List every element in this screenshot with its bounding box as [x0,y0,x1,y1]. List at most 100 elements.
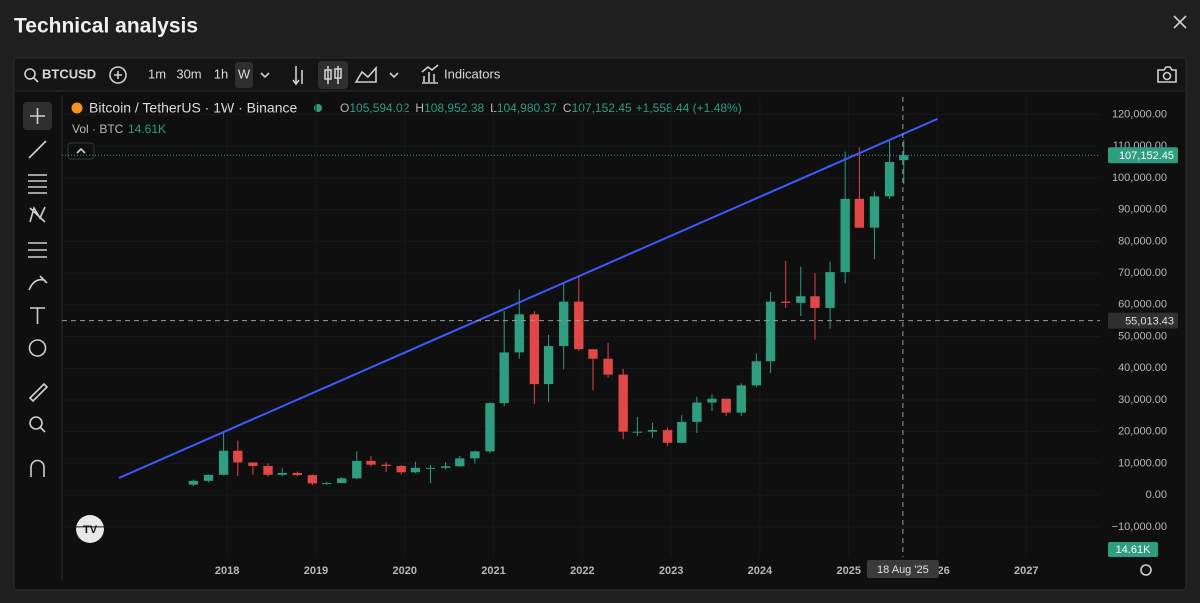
candle-icon [334,68,342,79]
ohlc-value: 108,952.38 [424,101,484,115]
candle-body [218,450,229,475]
add-symbol[interactable] [109,66,127,84]
bar-style[interactable] [292,66,303,86]
candle-body [543,346,554,385]
ohlc-row: O105,594.02H108,952.38L104,980.37C107,15… [340,101,742,115]
candle-body [721,398,731,413]
x-tick-label: 2023 [659,565,683,577]
y-tick-label: 0.00 [1146,489,1167,501]
interval[interactable]: 1h [214,66,228,81]
style-dropdown[interactable] [389,72,399,79]
search-icon[interactable] [24,68,36,80]
y-tick-label: 30,000.00 [1118,394,1167,406]
y-tick-label: 90,000.00 [1118,204,1167,216]
candle-body [588,349,598,359]
candle-body [618,374,628,432]
text-tool[interactable] [30,307,45,324]
candle-body [337,478,347,484]
candle-body [277,472,287,475]
candle-body [292,472,302,476]
brush-tool[interactable] [28,275,48,291]
snapshot-icon[interactable] [1157,66,1177,83]
indicators-icon[interactable] [421,64,439,84]
y-tick-label: 80,000.00 [1118,235,1167,247]
interval[interactable]: 1m [148,66,166,81]
zoom-tool [39,426,46,433]
trendline [118,117,938,479]
y-tick-label: 100,000.00 [1112,172,1167,184]
candle-body [499,352,509,404]
volume-label: Vol · BTC [72,122,124,136]
ohlc-value: 104,980.37 [497,101,557,115]
candle-body [425,467,436,469]
symbol[interactable]: BTCUSD [42,66,96,81]
collapse-button[interactable] [67,142,95,160]
x-tick-label: 2022 [570,565,594,577]
candle-body [263,465,273,475]
interval-dropdown[interactable] [260,72,270,79]
candle-body [869,196,880,228]
candle-body [396,465,406,473]
candle-body [470,451,480,459]
interval[interactable]: W [238,66,251,81]
tv-logo: TV [83,524,98,536]
candle-body [352,460,362,479]
crosshair-date-label: 18 Aug '25 [877,564,929,576]
emoji-tool[interactable] [28,339,47,357]
tv-logo [76,515,104,543]
x-tick-label: 2019 [304,565,328,577]
candle-body [381,464,391,466]
y-tick-label: 120,000.00 [1112,108,1167,120]
candle-body [188,480,199,485]
candle-body [884,162,895,197]
crosshair-price-box [1108,312,1178,329]
y-tick-label: 50,000.00 [1118,330,1167,342]
snapshot-icon [1162,71,1172,81]
candle-body [321,483,332,485]
candle-body [366,460,376,465]
coin-icon [71,102,83,114]
dialog-title: Technical analysis [14,15,198,38]
y-tick-label: 40,000.00 [1118,362,1167,374]
crosshair-tool[interactable] [30,108,45,124]
candle-style-active[interactable] [318,61,348,89]
candle-body [765,301,776,362]
x-tick-label: 2025 [836,565,860,577]
add-symbol [114,71,122,79]
zoom-tool[interactable] [29,416,43,430]
candle-body [707,398,717,403]
area-style[interactable] [354,65,377,83]
x-tick-label: 2021 [481,565,505,577]
candle-body [410,467,421,473]
settings-icon[interactable] [1140,564,1152,576]
candle-body [780,301,791,303]
crosshair-date-box [866,560,939,578]
last-price-box [1108,147,1178,164]
trendline-tool[interactable] [28,140,47,159]
projection-tool[interactable] [28,242,47,258]
last-price-label: 107,152.45 [1119,150,1174,162]
pattern-tool[interactable] [29,206,46,223]
y-tick-label: 60,000.00 [1118,299,1167,311]
candle-body [440,466,451,468]
toolbar [15,59,1185,91]
candle-body [840,198,850,273]
ruler-tool[interactable] [28,382,49,403]
candle-body [529,314,540,385]
candle-body [677,421,687,443]
x-tick-label: 2020 [393,565,417,577]
indicators-button[interactable]: Indicators [444,66,501,81]
plot: −10,000.00 0.00 10,000.00 20,000.00 30,000.0… [62,97,1178,578]
candle-body [514,314,524,353]
interval[interactable]: 30m [176,66,201,81]
candle-body [632,431,643,433]
x-tick-label: 2027 [1014,565,1038,577]
y-tick-label: 70,000.00 [1118,267,1167,279]
candle-body [455,458,465,467]
fib-tool[interactable] [28,174,47,194]
x-tick-label: 2018 [215,565,239,577]
candle-body [203,474,214,481]
close-button[interactable] [1173,15,1187,29]
y-tick-label: 20,000.00 [1118,426,1167,438]
magnet-tool[interactable] [30,459,45,478]
